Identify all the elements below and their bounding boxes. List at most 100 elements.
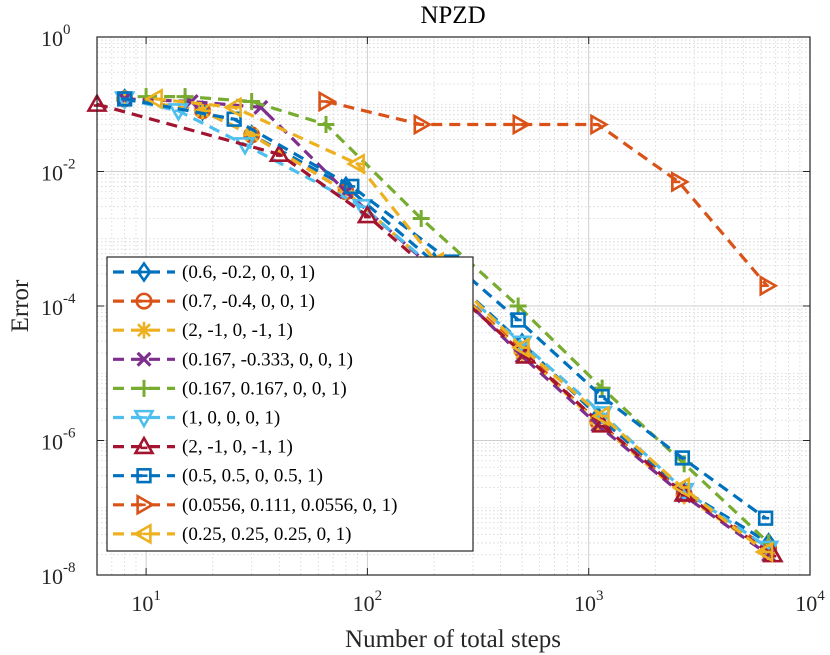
series-line	[146, 94, 770, 545]
legend-marker	[133, 435, 155, 455]
legend-label: (0.167, 0.167, 0, 0, 1)	[182, 378, 347, 399]
legend-marker-group	[136, 468, 152, 484]
legend-marker-group	[136, 261, 152, 283]
legend-marker-group	[135, 379, 153, 397]
legend-marker-group	[135, 321, 153, 339]
data-point-group	[223, 96, 242, 119]
data-point-group	[510, 336, 530, 359]
data-point-group	[593, 379, 611, 397]
series-line	[124, 97, 767, 520]
legend-entry: (0.167, -0.333, 0, 0, 1)	[113, 349, 353, 370]
x-tick-label: 102	[353, 588, 383, 616]
data-point-group	[754, 541, 774, 563]
legend-marker	[136, 351, 152, 367]
data-point-group	[509, 297, 527, 315]
data-point	[144, 88, 163, 110]
legend-entry: (2, -1, 0, -1, 1)	[113, 320, 293, 341]
y-tick-label: 10-6	[41, 426, 76, 455]
legend-entry: (0.0556, 0.111, 0.0556, 0, 1)	[113, 494, 398, 516]
legend-label: (0.167, -0.333, 0, 0, 1)	[182, 349, 353, 370]
data-point-group	[318, 90, 338, 113]
legend-entry: (2, -1, 0, -1, 1)	[113, 435, 293, 458]
series-line	[155, 97, 767, 554]
data-point	[757, 510, 774, 526]
legend-marker	[136, 261, 152, 283]
data-point	[346, 153, 365, 175]
data-point	[671, 476, 691, 499]
y-tick-label: 100	[41, 22, 71, 51]
legend-entry: (0.25, 0.25, 0.25, 0, 1)	[113, 523, 351, 545]
data-point	[754, 541, 774, 563]
series-line	[96, 102, 774, 557]
data-point	[674, 450, 691, 466]
y-tick-label: 10-8	[41, 560, 76, 589]
data-point-group	[594, 388, 610, 405]
legend-marker-group	[135, 292, 153, 310]
data-point	[234, 137, 256, 156]
data-point-group	[356, 204, 379, 224]
series-line	[325, 99, 769, 287]
legend-label: (0.5, 0.5, 0, 0.5, 1)	[182, 466, 323, 487]
legend-label: (1, 0, 0, 0, 1)	[182, 408, 280, 429]
legend-marker	[137, 323, 151, 338]
legend-label: (0.0556, 0.111, 0.0556, 0, 1)	[182, 495, 398, 516]
data-point	[195, 103, 210, 118]
data-point	[223, 96, 242, 119]
series-9	[318, 90, 779, 297]
data-point	[356, 204, 379, 224]
data-point	[670, 171, 690, 193]
legend-label: (2, -1, 0, -1, 1)	[182, 437, 293, 458]
data-point	[268, 143, 291, 163]
y-tick-label: 10-4	[41, 291, 76, 320]
legend-label: (0.7, -0.4, 0, 0, 1)	[182, 291, 315, 312]
legend: (0.6, -0.2, 0, 0, 1) (0.7, -0.4, 0, 0, 1)…	[106, 256, 474, 552]
legend-marker-group	[133, 409, 155, 429]
y-tick-label: 10-2	[41, 157, 76, 186]
legend-entry: (0.7, -0.4, 0, 0, 1)	[113, 291, 315, 312]
data-point	[594, 388, 610, 405]
data-point-group	[346, 153, 365, 175]
legend-marker	[133, 409, 155, 429]
data-point-group	[510, 312, 526, 328]
data-point-group	[512, 113, 532, 136]
legend-marker	[132, 523, 152, 545]
legend-marker-group	[132, 523, 152, 545]
legend-label: (2, -1, 0, -1, 1)	[182, 320, 293, 341]
series-line	[124, 97, 770, 557]
legend-marker	[136, 468, 152, 484]
series-8	[116, 91, 774, 526]
legend-marker	[136, 494, 156, 516]
data-point	[344, 178, 360, 195]
data-point-group	[344, 178, 360, 195]
data-point	[167, 103, 190, 122]
x-tick-label: 101	[131, 588, 161, 616]
data-point-group	[176, 88, 194, 106]
legend-label: (0.25, 0.25, 0.25, 0, 1)	[182, 524, 351, 545]
data-point-group	[757, 510, 774, 526]
legend-entry: (0.6, -0.2, 0, 0, 1)	[113, 261, 315, 283]
legend-marker-group	[136, 351, 152, 367]
data-point-group	[412, 210, 430, 228]
chart-title: NPZD	[420, 2, 485, 29]
data-point-group	[674, 450, 691, 466]
data-point	[510, 336, 530, 359]
data-point	[116, 91, 133, 107]
data-point-group	[590, 113, 609, 136]
data-point-group	[759, 275, 779, 297]
data-point-group	[116, 91, 133, 107]
data-point	[590, 113, 609, 136]
series-10	[144, 88, 774, 563]
data-point	[253, 99, 269, 115]
legend-box	[106, 256, 474, 552]
data-point	[318, 90, 338, 113]
x-tick-label: 104	[795, 588, 825, 616]
legend-marker-group	[136, 494, 156, 516]
x-tick-label: 103	[574, 588, 604, 616]
legend-entry: (1, 0, 0, 0, 1)	[113, 408, 280, 429]
data-point-group	[671, 476, 691, 499]
data-point-group	[413, 113, 433, 136]
data-point	[413, 113, 433, 136]
data-point	[512, 113, 532, 136]
data-point-group	[317, 115, 335, 133]
